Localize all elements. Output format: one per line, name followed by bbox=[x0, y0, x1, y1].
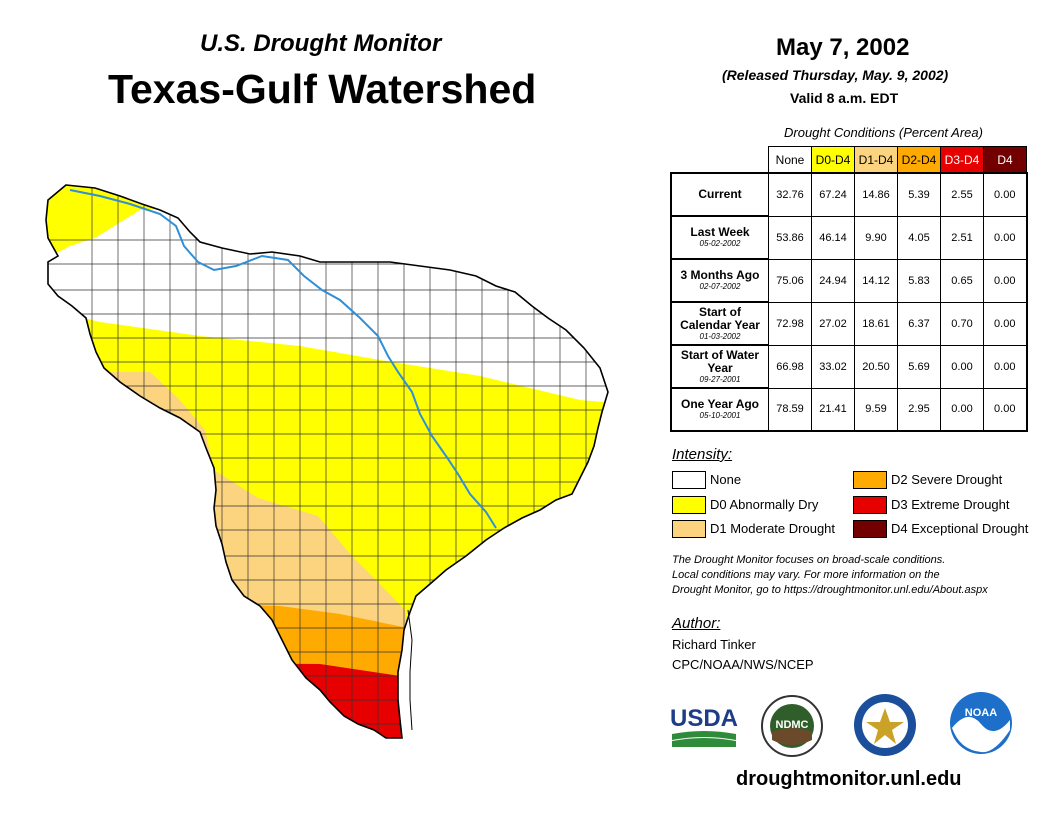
table-cell: 20.50 bbox=[854, 344, 898, 389]
table-row: Last Week 05-02-2002 53.86 46.14 9.90 4.0… bbox=[670, 215, 1028, 260]
col-header-d4: D4 bbox=[983, 146, 1027, 174]
note-line: The Drought Monitor focuses on broad-sca… bbox=[672, 554, 946, 566]
table-cell: 66.98 bbox=[768, 344, 812, 389]
svg-text:NDMC: NDMC bbox=[776, 719, 809, 731]
table-cell: 4.05 bbox=[897, 215, 941, 260]
legend-swatch bbox=[672, 496, 706, 514]
table-cell: 5.39 bbox=[897, 172, 941, 217]
table-cell: 33.02 bbox=[811, 344, 855, 389]
row-label: Start of Calendar Year 01-03-2002 bbox=[670, 301, 769, 346]
map-subtitle: U.S. Drought Monitor bbox=[200, 30, 442, 57]
note-line: Drought Monitor, go to https://droughtmo… bbox=[672, 584, 988, 596]
table-cell: 72.98 bbox=[768, 301, 812, 346]
table-caption: Drought Conditions (Percent Area) bbox=[784, 125, 983, 140]
table-cell: 0.00 bbox=[940, 344, 984, 389]
commerce-seal-logo bbox=[854, 694, 916, 756]
col-header-d1-d4: D1-D4 bbox=[854, 146, 898, 174]
table-cell: 2.95 bbox=[897, 387, 941, 432]
table-cell: 14.12 bbox=[854, 258, 898, 303]
legend-title: Intensity: bbox=[672, 446, 733, 463]
table-cell: 6.37 bbox=[897, 301, 941, 346]
col-header-d0-d4: D0-D4 bbox=[811, 146, 855, 174]
col-header-d2-d4: D2-D4 bbox=[897, 146, 941, 174]
table-cell: 21.41 bbox=[811, 387, 855, 432]
table-cell: 27.02 bbox=[811, 301, 855, 346]
table-cell: 14.86 bbox=[854, 172, 898, 217]
website-url[interactable]: droughtmonitor.unl.edu bbox=[736, 768, 962, 790]
coastline bbox=[407, 609, 413, 731]
table-cell: 0.70 bbox=[940, 301, 984, 346]
table-cell: 46.14 bbox=[811, 215, 855, 260]
table-cell: 9.59 bbox=[854, 387, 898, 432]
table-cell: 32.76 bbox=[768, 172, 812, 217]
table-cell: 67.24 bbox=[811, 172, 855, 217]
river bbox=[69, 189, 497, 529]
author-organization: CPC/NOAA/NWS/NCEP bbox=[672, 657, 814, 672]
table-cell: 2.55 bbox=[940, 172, 984, 217]
row-label: Last Week 05-02-2002 bbox=[670, 215, 769, 260]
table-cell: 2.51 bbox=[940, 215, 984, 260]
table-cell: 75.06 bbox=[768, 258, 812, 303]
col-header-d3-d4: D3-D4 bbox=[940, 146, 984, 174]
col-header-none: None bbox=[768, 146, 812, 174]
legend-label: D1 Moderate Drought bbox=[710, 521, 836, 536]
table-cell: 5.83 bbox=[897, 258, 941, 303]
table-cell: 0.00 bbox=[983, 301, 1028, 346]
valid-time: Valid 8 a.m. EDT bbox=[790, 90, 899, 106]
table-cell: 9.90 bbox=[854, 215, 898, 260]
legend-swatch bbox=[853, 471, 887, 489]
noaa-logo: NOAA bbox=[950, 692, 1012, 754]
svg-text:USDA: USDA bbox=[670, 705, 738, 732]
table-cell: 5.69 bbox=[897, 344, 941, 389]
svg-text:NOAA: NOAA bbox=[965, 707, 997, 719]
table-row: 3 Months Ago 02-07-2002 75.06 24.94 14.12… bbox=[670, 258, 1028, 303]
usda-logo: USDA bbox=[670, 705, 738, 747]
row-label: Current bbox=[670, 172, 769, 217]
table-row: Current 32.76 67.24 14.86 5.39 2.55 0.00 bbox=[670, 172, 1028, 217]
legend-label: D0 Abnormally Dry bbox=[710, 497, 819, 512]
table-cell: 0.00 bbox=[983, 172, 1028, 217]
table-cell: 18.61 bbox=[854, 301, 898, 346]
watershed-map bbox=[45, 184, 609, 739]
row-label: One Year Ago 05-10-2001 bbox=[670, 387, 769, 432]
legend-swatch bbox=[672, 520, 706, 538]
table-row: One Year Ago 05-10-2001 78.59 21.41 9.59 … bbox=[670, 387, 1028, 432]
legend-label: None bbox=[710, 472, 742, 487]
disclaimer-note: The Drought Monitor focuses on broad-sca… bbox=[672, 553, 1052, 598]
table-cell: 0.00 bbox=[983, 258, 1028, 303]
legend-swatch bbox=[853, 520, 887, 538]
table-row: Start of Calendar Year 01-03-2002 72.98 2… bbox=[670, 301, 1028, 346]
map-title: Texas-Gulf Watershed bbox=[108, 66, 537, 112]
legend-swatch bbox=[853, 496, 887, 514]
note-line: Local conditions may vary. For more info… bbox=[672, 569, 940, 581]
table-row: Start of Water Year 09-27-2001 66.98 33.0… bbox=[670, 344, 1028, 389]
author-name: Richard Tinker bbox=[672, 637, 756, 652]
row-label: Start of Water Year 09-27-2001 bbox=[670, 344, 769, 389]
table-cell: 0.00 bbox=[983, 387, 1028, 432]
table-cell: 24.94 bbox=[811, 258, 855, 303]
release-date: (Released Thursday, May. 9, 2002) bbox=[722, 67, 949, 83]
table-cell: 0.65 bbox=[940, 258, 984, 303]
d3-region bbox=[46, 662, 410, 738]
legend-label: D3 Extreme Drought bbox=[891, 497, 1010, 512]
legend-label: D2 Severe Drought bbox=[891, 472, 1003, 487]
author-heading: Author: bbox=[672, 615, 721, 632]
legend-swatch bbox=[672, 471, 706, 489]
row-label: 3 Months Ago 02-07-2002 bbox=[670, 258, 769, 303]
ndmc-logo: NDMC bbox=[761, 695, 823, 757]
table-cell: 53.86 bbox=[768, 215, 812, 260]
map-date: May 7, 2002 bbox=[776, 34, 910, 61]
drought-conditions-table: None D0-D4 D1-D4 D2-D4 D3-D4 D4 Current … bbox=[670, 146, 1028, 432]
table-cell: 0.00 bbox=[940, 387, 984, 432]
legend-label: D4 Exceptional Drought bbox=[891, 521, 1029, 536]
watershed-outline bbox=[45, 184, 609, 739]
table-cell: 78.59 bbox=[768, 387, 812, 432]
table-cell: 0.00 bbox=[983, 344, 1028, 389]
table-cell: 0.00 bbox=[983, 215, 1028, 260]
